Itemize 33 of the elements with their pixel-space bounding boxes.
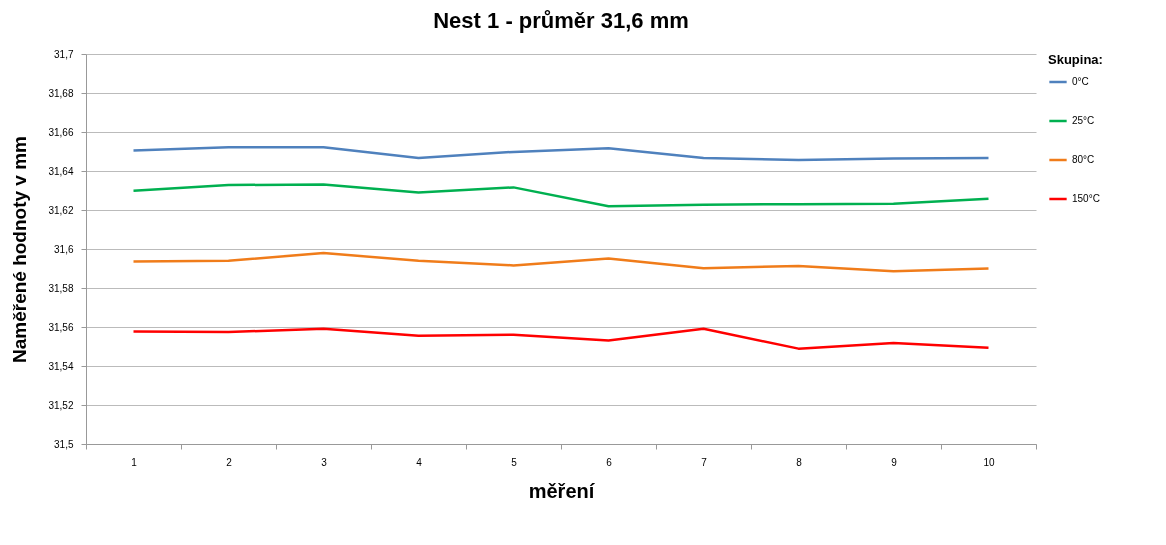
y-tick-label: 31,56 bbox=[48, 321, 74, 333]
y-tick-label: 31,54 bbox=[48, 360, 74, 372]
y-tick-label: 31,66 bbox=[48, 126, 74, 138]
y-tick-label: 31,62 bbox=[48, 204, 74, 216]
y-tick-label: 31,7 bbox=[54, 48, 74, 60]
y-tick-label: 31,58 bbox=[48, 282, 74, 294]
y-tick-label: 31,6 bbox=[54, 243, 74, 255]
x-tick-label: 3 bbox=[321, 456, 328, 468]
y-tick-label: 31,64 bbox=[48, 165, 74, 177]
legend-label: 80°C bbox=[1072, 154, 1095, 165]
x-axis-title: měření bbox=[528, 479, 596, 502]
x-tick-label: 10 bbox=[983, 456, 995, 468]
legend-title: Skupina: bbox=[1048, 52, 1103, 67]
x-tick-label: 9 bbox=[891, 456, 898, 468]
line-series bbox=[132, 251, 990, 273]
chart-title: Nest 1 - průměr 31,6 mm bbox=[433, 8, 689, 33]
x-tick-label: 6 bbox=[606, 456, 613, 468]
x-tick-label: 2 bbox=[226, 456, 233, 468]
x-tick-label: 5 bbox=[511, 456, 518, 468]
line-series bbox=[132, 183, 990, 208]
y-tick-label: 31,52 bbox=[48, 399, 74, 411]
legend-label: 25°C bbox=[1072, 115, 1095, 126]
x-tick-label: 1 bbox=[131, 456, 138, 468]
x-tick-label: 4 bbox=[416, 456, 423, 468]
y-tick-label: 31,68 bbox=[48, 87, 74, 99]
y-tick-label: 31,5 bbox=[54, 438, 74, 450]
x-tick-label: 7 bbox=[701, 456, 708, 468]
line-series bbox=[132, 145, 990, 162]
x-tick-label: 8 bbox=[796, 456, 803, 468]
line-series bbox=[132, 327, 990, 350]
legend-label: 150°C bbox=[1072, 193, 1100, 204]
legend-label: 0°C bbox=[1072, 76, 1089, 87]
y-axis-title: Naměřené hodnoty v mm bbox=[9, 136, 31, 363]
